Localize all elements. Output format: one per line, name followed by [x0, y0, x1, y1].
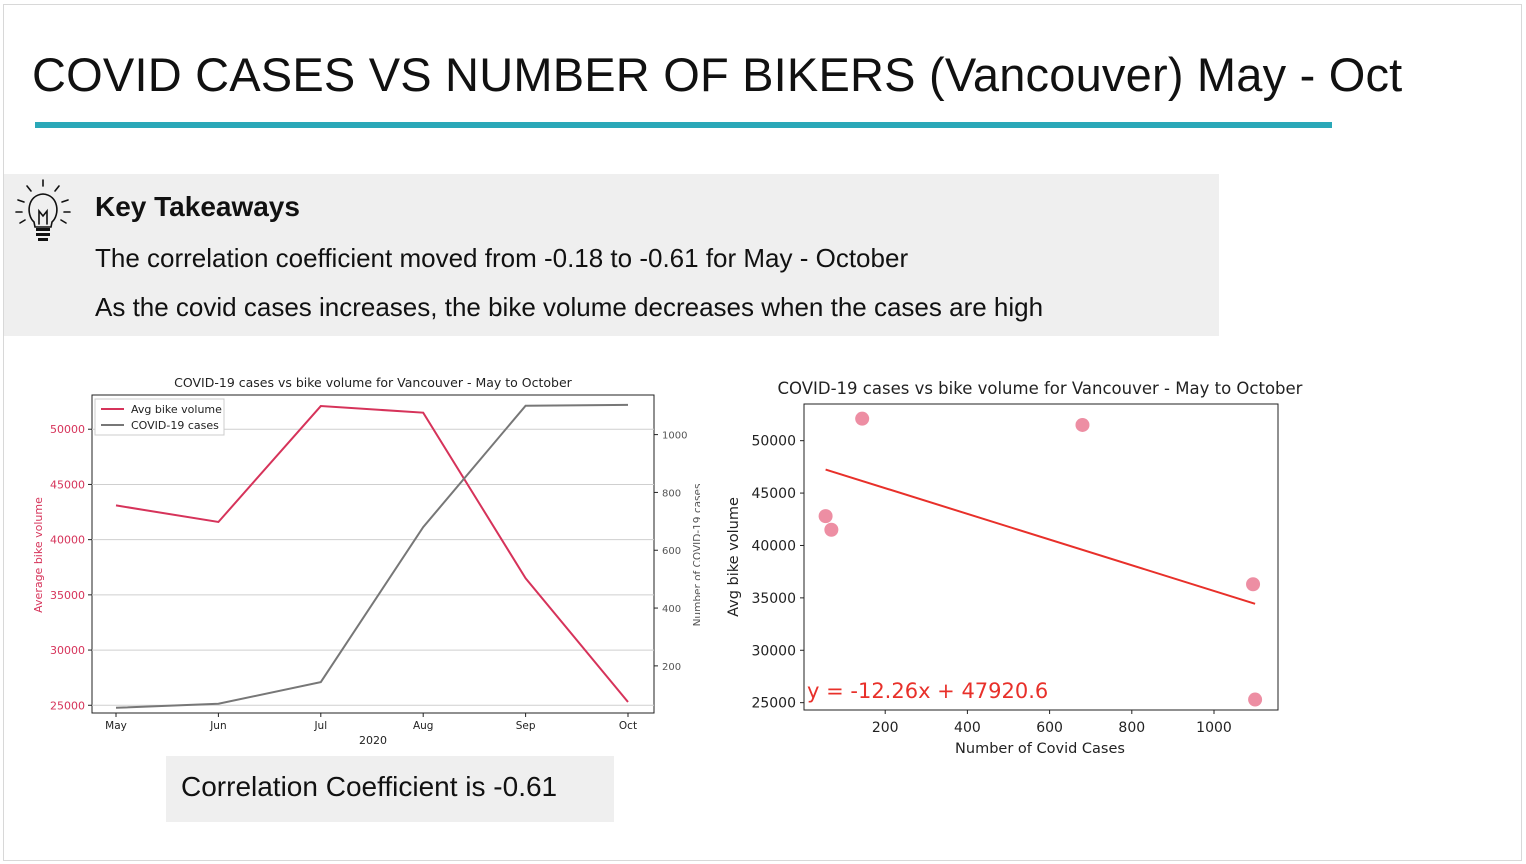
takeaway-line: As the covid cases increases, the bike v…: [95, 292, 1044, 322]
takeaways-panel: [4, 174, 1219, 336]
x-tick-label: 600: [1036, 720, 1063, 736]
scatter-point: [818, 509, 833, 524]
scatter-points: [818, 411, 1263, 707]
y-tick-label-left: 30000: [50, 644, 85, 657]
title-underline: [35, 122, 1332, 128]
line-chart-xlabel: 2020: [359, 734, 387, 747]
y-tick-label-right: 1000: [662, 431, 687, 442]
line-chart-plot-area: [91, 394, 655, 714]
x-tick-label: Oct: [619, 720, 637, 732]
scatter-title: COVID-19 cases vs bike volume for Vancou…: [778, 379, 1303, 398]
x-tick-label: Jun: [209, 720, 226, 732]
correlation-box: [166, 756, 614, 822]
line-chart-legend: Avg bike volume COVID-19 cases: [94, 398, 225, 436]
line-chart-title: COVID-19 cases vs bike volume for Vancou…: [174, 375, 573, 390]
y-tick-label: 30000: [751, 643, 796, 659]
y-tick-label: 50000: [751, 434, 796, 450]
x-tick-label: Aug: [413, 720, 434, 732]
series-line-covid-cases: [115, 403, 629, 709]
y-tick-label-right: 600: [662, 546, 681, 557]
x-tick-label: Sep: [516, 720, 536, 732]
line-chart-axes: 25000 30000 35000 40000 45000 50000 200 400 600 8…: [50, 423, 687, 732]
y-tick-label: 25000: [751, 696, 796, 712]
line-chart: 25000 30000 35000 40000 45000 50000 200 400 600 8…: [32, 375, 700, 747]
x-tick-label: 800: [1118, 720, 1145, 736]
scatter-point: [855, 411, 870, 426]
legend-label-covid: COVID-19 cases: [131, 419, 219, 432]
scatter-point: [1246, 577, 1261, 592]
y-tick-label-left: 50000: [50, 423, 85, 436]
scatter-plot-area: [803, 403, 1279, 711]
line-chart-series: [115, 403, 629, 709]
takeaway-line: The correlation coefficient moved from -…: [95, 243, 909, 273]
y-tick-label: 40000: [751, 538, 796, 554]
correlation-text: Correlation Coefficient is -0.61: [181, 771, 558, 802]
x-tick-label: Jul: [313, 720, 327, 732]
x-tick-label: 1000: [1196, 720, 1232, 736]
scatter-xlabel: Number of Covid Cases: [955, 741, 1125, 757]
y-tick-label: 35000: [751, 591, 796, 607]
line-chart-ylabel-left: Average bike volume: [32, 497, 45, 613]
y-tick-label-left: 45000: [50, 478, 85, 491]
scatter-point: [1248, 692, 1263, 707]
lightbulb-icon: [15, 179, 71, 241]
scatter-axes: 25000 30000 35000 40000 45000 50000 200 400 600 8…: [751, 434, 1231, 736]
regression-equation-label: y = -12.26x + 47920.6: [807, 679, 1048, 703]
regression-line: [825, 468, 1256, 605]
y-tick-label-right: 800: [662, 488, 681, 499]
x-tick-label: 400: [954, 720, 981, 736]
slide-title: COVID CASES VS NUMBER OF BIKERS (Vancouv…: [32, 48, 1403, 101]
y-tick-label-left: 25000: [50, 699, 85, 712]
y-tick-label-left: 40000: [50, 534, 85, 547]
y-tick-label-right: 400: [662, 604, 681, 615]
y-tick-label-left: 35000: [50, 589, 85, 602]
takeaways-heading: Key Takeaways: [95, 191, 300, 222]
scatter-chart: 25000 30000 35000 40000 45000 50000 200 400 600 8…: [726, 379, 1303, 757]
scatter-point: [824, 522, 839, 537]
scatter-point: [1075, 417, 1090, 432]
y-tick-label-right: 200: [662, 662, 681, 673]
x-tick-label: May: [105, 720, 127, 732]
line-chart-ylabel-right: Number of COVID-19 cases: [692, 484, 700, 627]
x-tick-label: 200: [872, 720, 899, 736]
series-line-bike-volume: [115, 405, 629, 703]
y-tick-label: 45000: [751, 486, 796, 502]
regression-line-path: [825, 468, 1256, 605]
legend-label-bike: Avg bike volume: [131, 403, 222, 416]
scatter-ylabel: Avg bike volume: [726, 497, 742, 617]
